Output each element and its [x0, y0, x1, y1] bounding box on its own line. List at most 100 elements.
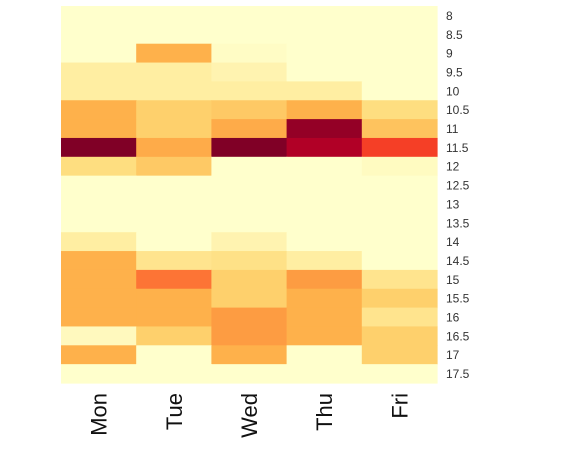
heatmap-cell-thu-14 — [286, 232, 363, 252]
heatmap-cell-mon-16 — [61, 307, 137, 328]
y-tick-label: 16 — [446, 311, 460, 325]
heatmap-cell-wed-8 — [211, 6, 288, 26]
heatmap-cell-thu-11-5 — [286, 137, 363, 158]
heatmap-cell-fri-15-5 — [361, 288, 438, 309]
heatmap-cell-tue-17 — [136, 345, 212, 365]
heatmap-cell-fri-16-5 — [361, 326, 438, 346]
heatmap-cell-mon-10-5 — [61, 100, 137, 120]
heatmap-cells — [61, 6, 438, 384]
heatmap-cell-fri-14-5 — [361, 251, 438, 271]
heatmap-cell-wed-16-5 — [211, 326, 288, 346]
y-tick-label: 10.5 — [446, 103, 470, 117]
heatmap-cell-wed-16 — [211, 307, 288, 328]
heatmap-cell-thu-9 — [286, 43, 363, 64]
heatmap-cell-thu-10 — [286, 81, 363, 101]
y-tick-label: 14.5 — [446, 254, 470, 268]
heatmap-cell-tue-9-5 — [136, 62, 212, 82]
y-tick-label: 11 — [446, 122, 459, 136]
heatmap-cell-mon-12-5 — [61, 175, 137, 196]
y-tick-label: 17 — [446, 348, 460, 362]
y-tick-label: 10 — [446, 84, 460, 98]
x-tick-label: Tue — [162, 393, 187, 430]
y-tick-label: 8 — [446, 9, 453, 23]
heatmap-cell-tue-10 — [136, 81, 212, 101]
heatmap-cell-mon-12 — [61, 156, 137, 177]
heatmap-cell-wed-11-5 — [211, 137, 288, 158]
heatmap-cell-mon-8-5 — [61, 24, 137, 45]
heatmap-cell-mon-9-5 — [61, 62, 137, 82]
heatmap-cell-fri-13-5 — [361, 213, 438, 233]
y-tick-label: 11.5 — [446, 141, 469, 155]
heatmap-cell-wed-17-5 — [211, 364, 288, 384]
heatmap-cell-thu-16-5 — [286, 326, 363, 346]
heatmap-cell-wed-9 — [211, 43, 288, 64]
heatmap-cell-wed-10-5 — [211, 100, 288, 120]
y-tick-label: 14 — [446, 235, 460, 249]
heatmap-cell-fri-10-5 — [361, 100, 438, 120]
heatmap-cell-thu-12 — [286, 156, 363, 177]
heatmap-cell-thu-15-5 — [286, 288, 363, 309]
heatmap-cell-wed-17 — [211, 345, 288, 365]
heatmap-cell-thu-10-5 — [286, 100, 363, 120]
heatmap-cell-tue-10-5 — [136, 100, 212, 120]
heatmap-cell-tue-12 — [136, 156, 212, 177]
heatmap-cell-thu-9-5 — [286, 62, 363, 82]
heatmap-cell-wed-15-5 — [211, 288, 288, 309]
heatmap-cell-tue-9 — [136, 43, 212, 64]
y-tick-label: 15.5 — [446, 292, 470, 306]
heatmap-cell-mon-8 — [61, 6, 137, 26]
y-tick-label: 8.5 — [446, 28, 463, 42]
y-tick-label: 12.5 — [446, 179, 470, 193]
heatmap-cell-mon-11-5 — [61, 137, 137, 158]
heatmap-cell-mon-17-5 — [61, 364, 137, 384]
heatmap-cell-mon-13-5 — [61, 213, 137, 233]
heatmap-cell-mon-17 — [61, 345, 137, 365]
heatmap-cell-thu-17-5 — [286, 364, 363, 384]
heatmap-cell-thu-15 — [286, 269, 363, 290]
heatmap-cell-thu-17 — [286, 345, 363, 365]
heatmap-cell-tue-13-5 — [136, 213, 212, 233]
heatmap-cell-mon-10 — [61, 81, 137, 101]
heatmap-cell-fri-9 — [361, 43, 438, 64]
heatmap-cell-thu-14-5 — [286, 251, 363, 271]
heatmap-cell-mon-14 — [61, 232, 137, 252]
y-tick-label: 15 — [446, 273, 460, 287]
heatmap-cell-fri-14 — [361, 232, 438, 252]
heatmap-cell-wed-12 — [211, 156, 288, 177]
heatmap-cell-fri-8 — [361, 6, 438, 26]
heatmap-cell-tue-16-5 — [136, 326, 212, 346]
heatmap-cell-fri-8-5 — [361, 24, 438, 45]
heatmap-cell-fri-16 — [361, 307, 438, 328]
heatmap-cell-wed-14 — [211, 232, 288, 252]
y-tick-labels: 8 8.5 9 9.5 10 10.5 11 11.5 12 12.5 13 13.5 14 14.5 15… — [446, 9, 470, 381]
heatmap-cell-wed-12-5 — [211, 175, 288, 196]
heatmap-cell-tue-15-5 — [136, 288, 212, 309]
heatmap-cell-thu-8 — [286, 6, 363, 26]
x-tick-label: Thu — [312, 393, 337, 431]
heatmap-cell-wed-13-5 — [211, 213, 288, 233]
heatmap-cell-fri-17 — [361, 345, 438, 365]
heatmap-cell-thu-8-5 — [286, 24, 363, 45]
x-tick-label: Wed — [237, 393, 262, 438]
heatmap-cell-fri-15 — [361, 269, 438, 290]
heatmap-cell-tue-8 — [136, 6, 212, 26]
heatmap-cell-mon-14-5 — [61, 251, 137, 271]
heatmap-cell-thu-16 — [286, 307, 363, 328]
y-tick-label: 16.5 — [446, 329, 470, 343]
y-tick-label: 9 — [446, 47, 453, 61]
heatmap-cell-mon-13 — [61, 194, 137, 214]
heatmap-cell-tue-12-5 — [136, 175, 212, 196]
heatmap-cell-fri-10 — [361, 81, 438, 101]
heatmap-cell-mon-15-5 — [61, 288, 137, 309]
heatmap-cell-mon-16-5 — [61, 326, 137, 346]
y-tick-label: 12 — [446, 160, 460, 174]
heatmap-cell-wed-15 — [211, 269, 288, 290]
heatmap-cell-tue-15 — [136, 269, 212, 290]
heatmap-cell-mon-15 — [61, 269, 137, 290]
y-tick-label: 17.5 — [446, 367, 470, 381]
heatmap-cell-tue-16 — [136, 307, 212, 328]
heatmap-cell-thu-11 — [286, 119, 363, 139]
heatmap-cell-mon-9 — [61, 43, 137, 64]
heatmap-cell-fri-12 — [361, 156, 438, 177]
